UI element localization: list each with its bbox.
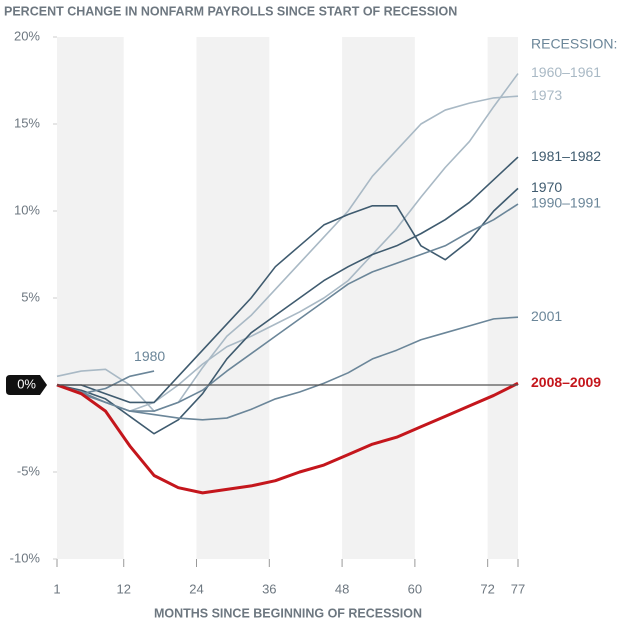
series-line — [57, 187, 519, 404]
legend-label: 1973 — [531, 87, 562, 103]
y-tick-label: -10% — [10, 550, 41, 565]
y-tick-label: 10% — [14, 202, 40, 217]
bands — [57, 37, 518, 559]
y-tick-label: 20% — [14, 28, 40, 43]
legend-label: 1980 — [134, 348, 165, 364]
legend-label: 1981–1982 — [531, 148, 601, 164]
y-tick-label: -5% — [17, 463, 41, 478]
series-line — [56, 95, 519, 412]
y-tick-label: 0% — [17, 376, 36, 391]
band — [196, 37, 270, 559]
band — [57, 37, 124, 559]
series-line — [56, 73, 519, 412]
legend-label: 1960–1961 — [531, 64, 601, 80]
series-line — [56, 381, 519, 495]
legend-label: 2001 — [531, 308, 562, 324]
x-axis-label: MONTHS SINCE BEGINNING OF RECESSION — [154, 606, 422, 620]
x-tick-label: 1 — [53, 581, 60, 596]
zero-badge — [6, 375, 47, 395]
legend-title: RECESSION: — [531, 36, 617, 52]
legend-label: 1970 — [531, 179, 562, 195]
legend-label: 2008–2009 — [531, 374, 601, 390]
y-tick-label: 5% — [21, 289, 40, 304]
x-tick-label: 36 — [262, 581, 276, 596]
chart-title: PERCENT CHANGE IN NONFARM PAYROLLS SINCE… — [4, 4, 457, 18]
y-tick-label: 15% — [14, 115, 40, 130]
x-tick-label: 72 — [480, 581, 494, 596]
legend-label: 1990–1991 — [531, 195, 601, 211]
x-tick-label: 60 — [408, 581, 422, 596]
series-line — [56, 316, 519, 421]
series-line — [56, 156, 519, 435]
plot — [56, 73, 519, 495]
band — [487, 37, 518, 559]
x-tick-label: 12 — [116, 581, 130, 596]
x-tick-label: 48 — [335, 581, 349, 596]
x-tick-label: 24 — [189, 581, 203, 596]
x-tick-label: 77 — [511, 581, 525, 596]
band — [342, 37, 415, 559]
